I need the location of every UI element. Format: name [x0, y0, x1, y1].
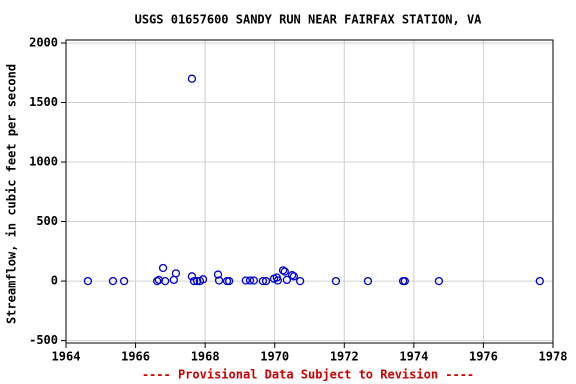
- data-point: [192, 276, 202, 286]
- data-point: [289, 272, 298, 281]
- y-tick-label: 2000: [29, 35, 58, 49]
- y-tick-label: 500: [36, 214, 58, 228]
- data-point: [249, 276, 258, 285]
- plot-frame: [65, 39, 554, 344]
- data-point: [189, 276, 199, 286]
- x-tick-label: 1970: [260, 350, 289, 364]
- y-axis-label: Streamflow, in cubic feet per second: [5, 64, 19, 324]
- data-point: [282, 275, 292, 285]
- data-point: [295, 276, 305, 286]
- data-point: [280, 267, 289, 276]
- x-tick-label: 1974: [399, 350, 428, 364]
- data-point: [363, 276, 373, 286]
- data-point: [171, 269, 181, 278]
- data-point: [108, 276, 118, 286]
- data-point: [261, 276, 271, 286]
- data-point: [214, 276, 224, 285]
- data-point: [119, 276, 129, 286]
- y-tick-label: 1500: [29, 95, 58, 109]
- data-point: [535, 276, 544, 286]
- x-tick-label: 1978: [539, 350, 568, 364]
- provisional-note: ---- Provisional Data Subject to Revisio…: [142, 368, 474, 382]
- data-point: [160, 276, 170, 286]
- data-point: [258, 276, 268, 286]
- x-tick-label: 1964: [52, 350, 81, 364]
- y-tick-label: 0: [51, 274, 58, 288]
- data-point: [213, 270, 223, 279]
- y-tick-label: -500: [29, 333, 58, 347]
- data-point: [198, 275, 208, 284]
- x-tick-label: 1972: [330, 350, 359, 364]
- data-point: [187, 74, 197, 83]
- data-point: [400, 276, 409, 286]
- data-point: [245, 276, 255, 285]
- data-point: [287, 270, 297, 280]
- data-point: [187, 272, 197, 281]
- data-point: [331, 276, 341, 286]
- data-point: [152, 276, 162, 286]
- y-tick-label: 1000: [29, 155, 58, 169]
- x-tick-label: 1966: [121, 350, 150, 364]
- data-point: [273, 276, 282, 285]
- data-point: [434, 276, 444, 286]
- data-point: [158, 263, 168, 273]
- x-tick-label: 1968: [191, 350, 220, 364]
- data-point: [241, 276, 250, 285]
- data-point: [278, 266, 288, 275]
- data-point: [224, 276, 234, 286]
- chart-title: USGS 01657600 SANDY RUN NEAR FAIRFAX STA…: [135, 13, 483, 27]
- data-point: [83, 276, 93, 286]
- x-tick-label: 1976: [469, 350, 498, 364]
